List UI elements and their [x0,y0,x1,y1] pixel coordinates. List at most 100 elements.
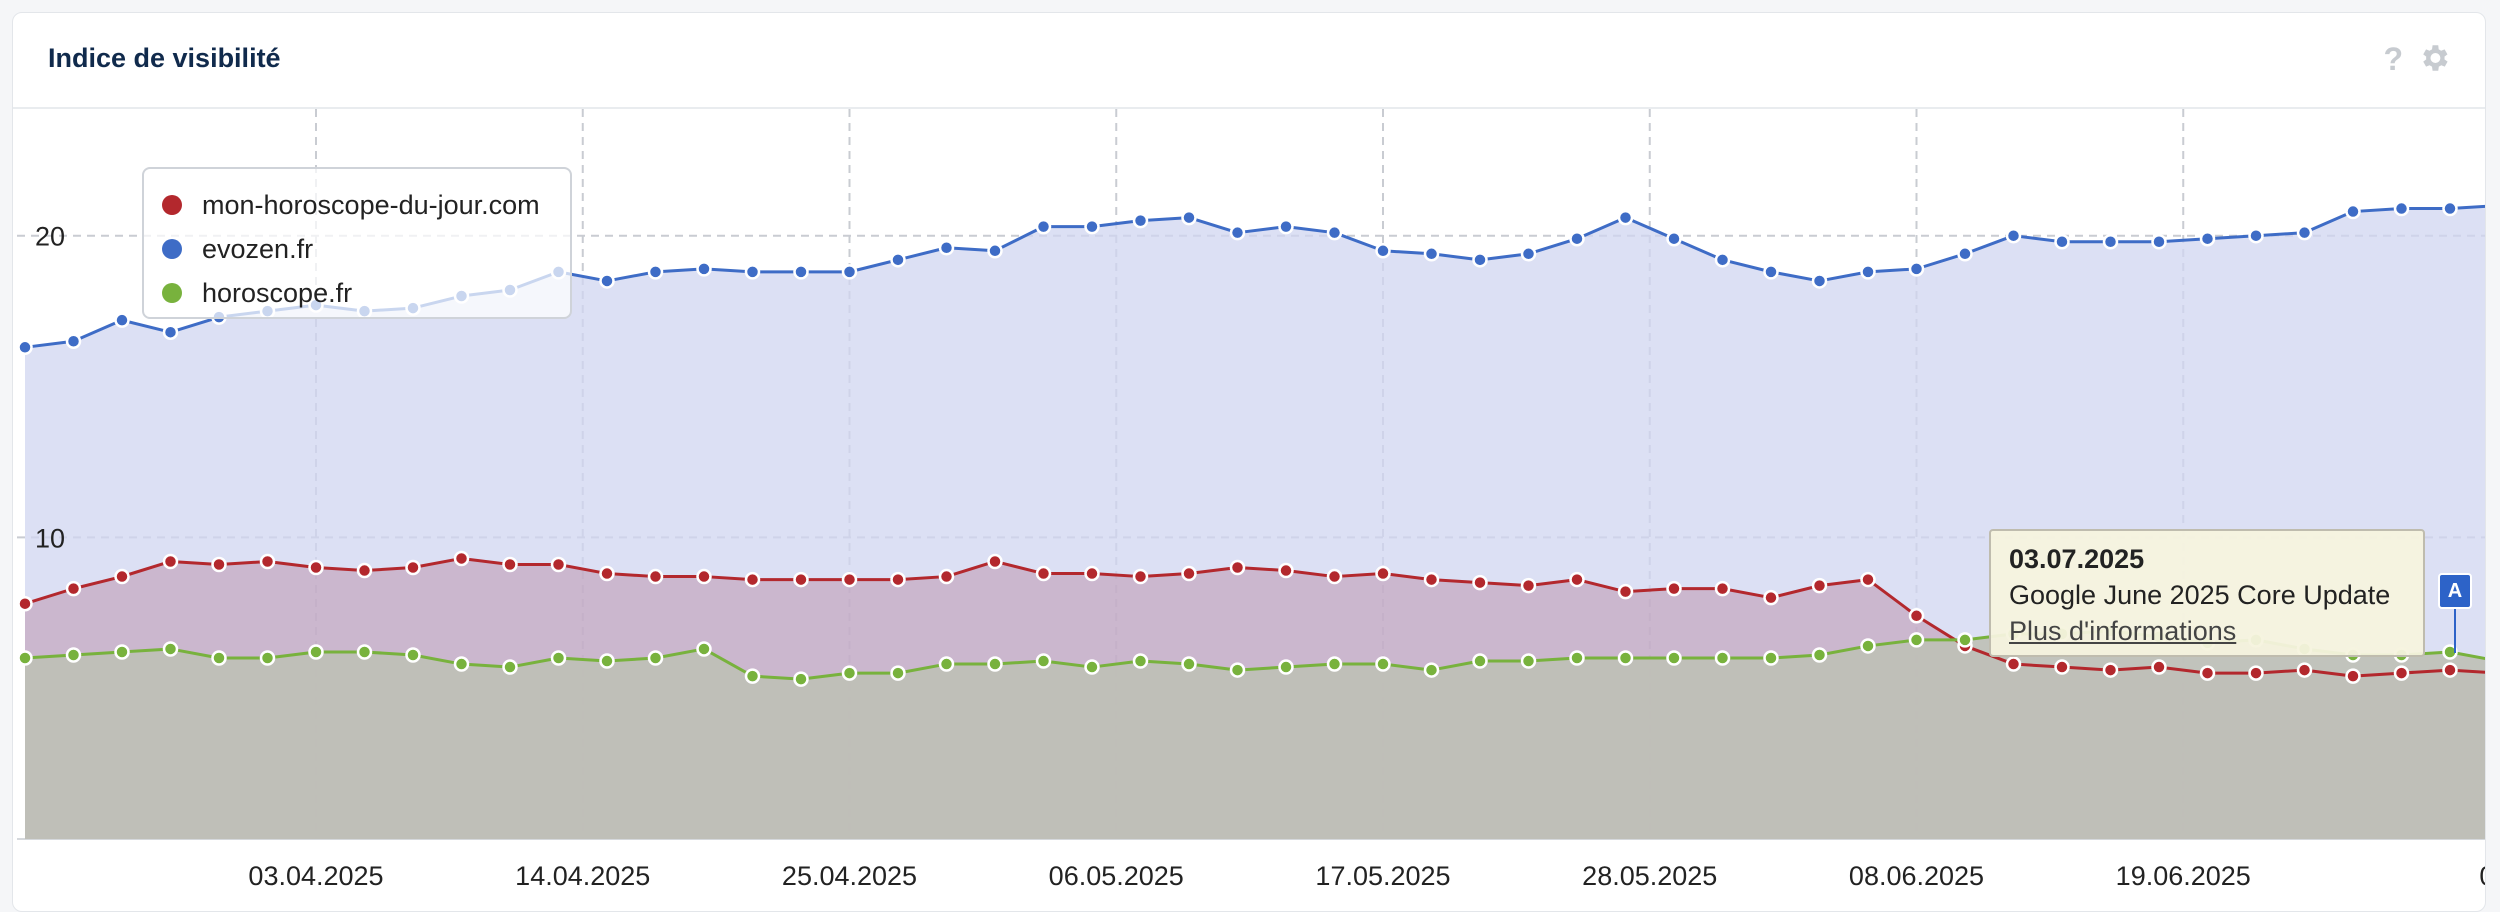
legend-dot-blue [162,239,182,259]
data-point [1375,565,1391,582]
data-point [1472,574,1488,591]
data-point [1569,650,1585,666]
data-point [1811,577,1828,594]
data-point [405,559,421,576]
data-point [1714,650,1731,666]
data-point [211,650,227,666]
data-point [2005,656,2022,672]
data-point [1811,647,1828,663]
data-point [1617,650,1634,666]
data-point [1084,565,1100,582]
visibility-card: Indice de visibilité ? 10 20 03.04.2025 14.… [12,12,2486,912]
card-header: Indice de visibilité ? [13,13,2485,109]
gear-icon[interactable] [2417,41,2451,75]
data-point [1278,218,1294,235]
data-point [1181,656,1197,672]
data-point [65,647,82,663]
data-point [2054,659,2070,675]
data-point [114,312,130,328]
data-point [647,650,664,666]
data-point [114,568,130,585]
data-point [1229,559,1246,576]
data-point [890,665,906,681]
data-point [1423,571,1440,588]
data-point [502,659,518,675]
data-point [1569,230,1585,247]
data-point [2102,662,2119,678]
legend-item-mon-horoscope[interactable]: mon-horoscope-du-jour.com [162,183,570,227]
data-point [793,571,809,588]
data-point [17,650,33,666]
data-point [2345,203,2361,220]
data-point [599,565,615,582]
data-point [2151,233,2167,250]
data-point [1666,580,1682,597]
data-point [1035,653,1052,669]
data-point [744,571,761,588]
data-point [1132,653,1149,669]
data-point [550,650,567,666]
data-point [841,665,858,681]
question-mark-icon[interactable]: ? [2383,41,2403,77]
legend-dot-green [162,283,182,303]
event-marker-flag[interactable]: A [2438,573,2472,609]
series-line-0 [24,556,2485,678]
data-point [793,264,809,280]
event-tooltip: 03.07.2025 Google June 2025 Core Update … [1989,529,2425,657]
data-point [1375,243,1391,259]
data-point [1908,608,1925,624]
data-point [1763,589,1779,606]
data-point [1860,264,1876,280]
data-point [890,571,906,588]
data-point [2442,662,2458,678]
data-point [1035,565,1052,582]
data-point [1520,246,1537,262]
data-point [987,243,1003,259]
data-point [744,264,761,280]
data-point [1957,632,1973,648]
legend: mon-horoscope-du-jour.com evozen.fr horo… [142,167,572,319]
data-point [1132,212,1149,229]
area-layer [25,206,2485,839]
y-tick-label: 20 [35,222,65,252]
data-point [987,553,1003,570]
data-point [1617,583,1634,600]
data-point [308,559,324,576]
data-point [1326,568,1343,585]
data-point [1908,632,1925,648]
event-more-info-link[interactable]: Plus d'informations [2009,616,2237,646]
legend-item-horoscope[interactable]: horoscope.fr [162,271,570,315]
data-point [2393,200,2410,217]
x-tick-label: 28.05.2025 [1582,861,1717,891]
data-point [1181,209,1197,226]
data-point [259,553,276,570]
legend-item-evozen[interactable]: evozen.fr [162,227,570,271]
data-point [841,264,858,280]
data-point [1666,230,1682,247]
data-point [696,641,712,657]
data-point [1763,650,1779,666]
data-point [1326,224,1343,241]
data-point [2296,224,2313,241]
data-point [2102,233,2119,250]
data-point [1520,577,1537,594]
data-point [2442,200,2458,217]
data-point [1714,580,1731,597]
data-point [453,550,470,567]
data-point [744,668,761,684]
data-point [938,568,955,585]
label-layer: 10 20 03.04.2025 14.04.2025 25.04.2025 06.05.… [35,222,2485,891]
series-area-2 [25,630,2485,839]
data-point [1035,218,1052,235]
data-point [647,264,664,280]
data-point [696,261,712,277]
data-point [211,556,227,573]
legend-dot-red [162,195,182,215]
data-point [1375,656,1391,672]
data-point [1811,273,1828,289]
data-point [1229,224,1246,241]
data-point [2393,665,2410,681]
data-point [1278,659,1294,675]
data-point [890,252,906,268]
data-point [17,595,33,612]
